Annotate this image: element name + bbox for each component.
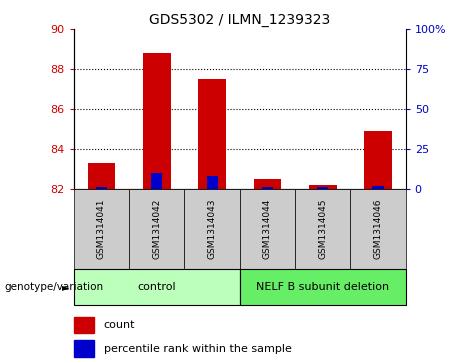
Text: GSM1314041: GSM1314041 xyxy=(97,199,106,259)
Bar xyxy=(254,179,281,189)
Bar xyxy=(88,163,115,189)
Bar xyxy=(295,189,350,269)
Bar xyxy=(262,187,273,189)
Bar xyxy=(309,185,337,189)
Text: count: count xyxy=(104,321,135,330)
Text: GSM1314043: GSM1314043 xyxy=(207,199,217,259)
Title: GDS5302 / ILMN_1239323: GDS5302 / ILMN_1239323 xyxy=(149,13,331,26)
Bar xyxy=(74,317,94,333)
Text: GSM1314042: GSM1314042 xyxy=(152,199,161,259)
Text: ►: ► xyxy=(62,282,69,292)
Bar xyxy=(240,189,295,269)
Bar xyxy=(74,189,129,269)
Bar xyxy=(96,187,107,189)
Text: NELF B subunit deletion: NELF B subunit deletion xyxy=(256,282,389,292)
Bar xyxy=(74,269,240,305)
Bar xyxy=(129,189,184,269)
Bar xyxy=(74,340,94,357)
Text: GSM1314045: GSM1314045 xyxy=(318,199,327,259)
Bar xyxy=(207,176,218,189)
Bar xyxy=(372,186,384,189)
Text: GSM1314046: GSM1314046 xyxy=(373,199,383,259)
Bar xyxy=(151,173,162,189)
Text: percentile rank within the sample: percentile rank within the sample xyxy=(104,344,291,354)
Bar xyxy=(350,189,406,269)
Bar xyxy=(240,269,406,305)
Bar xyxy=(198,79,226,189)
Bar xyxy=(143,53,171,189)
Text: genotype/variation: genotype/variation xyxy=(5,282,104,292)
Bar xyxy=(184,189,240,269)
Bar xyxy=(317,187,328,189)
Text: GSM1314044: GSM1314044 xyxy=(263,199,272,259)
Bar xyxy=(364,131,392,189)
Text: control: control xyxy=(137,282,176,292)
